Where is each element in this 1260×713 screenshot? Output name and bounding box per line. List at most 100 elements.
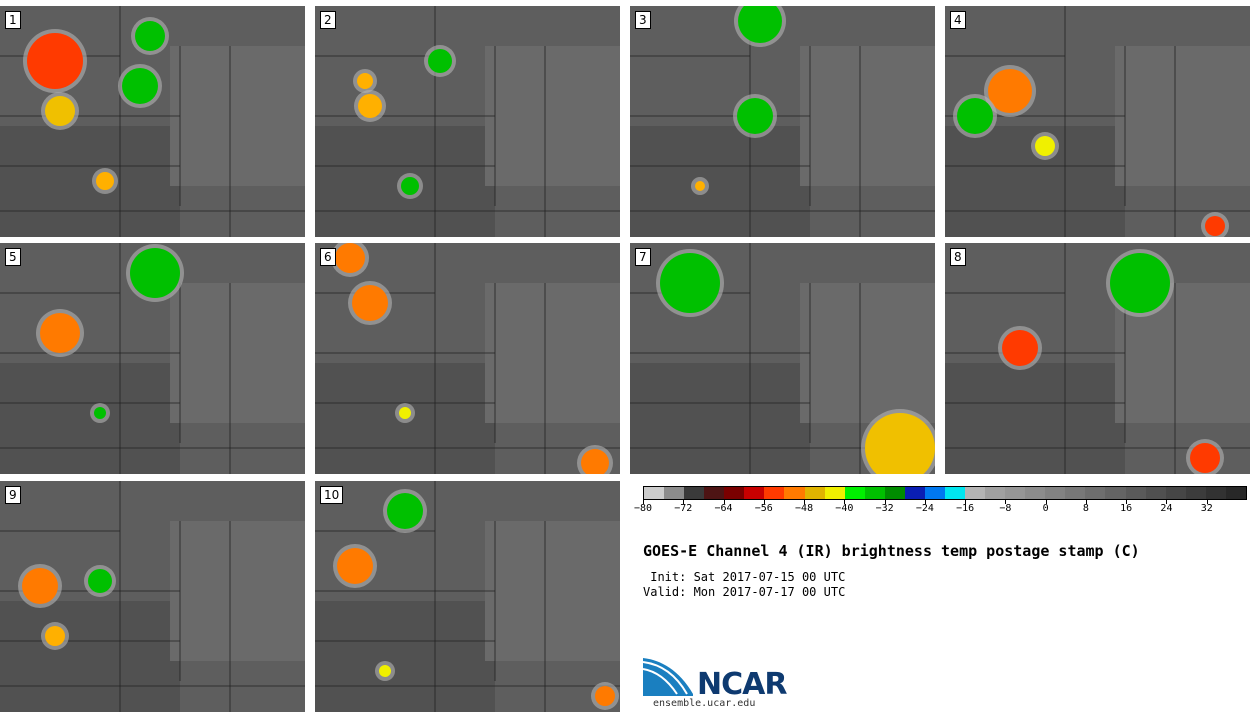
colorbar-swatch: [764, 487, 785, 499]
colorbar-tick-label: 8: [1082, 503, 1089, 514]
storm-cloud: [45, 626, 65, 646]
colorbar-swatch: [1025, 487, 1046, 499]
storm-cloud: [660, 253, 720, 313]
colorbar-tick-label: −72: [674, 503, 693, 514]
panel-number: 10: [320, 486, 344, 504]
storm-cloud: [957, 98, 993, 134]
map-image: [0, 481, 305, 712]
dark-land-region: [0, 363, 180, 474]
colorbar-tick: [763, 500, 765, 504]
colorbar-swatch: [1185, 487, 1206, 499]
storm-cloud: [352, 285, 388, 321]
init-time: Init: Sat 2017-07-15 00 UTC: [643, 570, 846, 584]
storm-cloud: [358, 94, 382, 118]
colorbar-swatch: [704, 487, 725, 499]
storm-cloud: [695, 181, 705, 191]
colorbar-swatch: [924, 487, 945, 499]
storm-cloud: [94, 407, 106, 419]
map-image: [630, 6, 935, 237]
colorbar-tick-label: −16: [956, 503, 975, 514]
colorbar-tick: [965, 500, 967, 504]
panel-number: 7: [635, 248, 651, 266]
storm-cloud: [428, 49, 452, 73]
lake-region: [1115, 46, 1250, 186]
colorbar-swatch: [1165, 487, 1186, 499]
colorbar-tick-label: −24: [915, 503, 934, 514]
forecast-panel-3: 3: [630, 6, 935, 237]
temperature-colorbar: [643, 486, 1247, 500]
colorbar-swatch: [944, 487, 965, 499]
panel-number: 9: [5, 486, 21, 504]
panel-number: 2: [320, 11, 336, 29]
colorbar-swatch: [864, 487, 885, 499]
storm-cloud: [40, 313, 80, 353]
map-image: [630, 243, 935, 474]
forecast-panel-1: 1: [0, 6, 305, 237]
colorbar-tick: [1126, 500, 1128, 504]
colorbar-tick: [643, 500, 644, 504]
forecast-panel-8: 8: [945, 243, 1250, 474]
colorbar-tick: [1206, 500, 1208, 504]
lake-region: [485, 46, 620, 186]
dark-land-region: [630, 126, 810, 237]
colorbar-tick-label: −80: [633, 503, 653, 514]
lake-region: [170, 46, 305, 186]
colorbar-swatch: [664, 487, 685, 499]
colorbar-swatch: [644, 487, 665, 499]
colorbar-tick-label: −32: [875, 503, 894, 514]
storm-cloud: [130, 248, 180, 298]
lake-region: [800, 283, 935, 423]
colorbar-tick-label: −40: [835, 503, 854, 514]
colorbar-tick: [884, 500, 886, 504]
panel-number: 4: [950, 11, 966, 29]
colorbar-tick: [804, 500, 806, 504]
storm-cloud: [357, 73, 373, 89]
map-image: [315, 6, 620, 237]
colorbar-swatch: [1205, 487, 1226, 499]
panel-number: 3: [635, 11, 651, 29]
colorbar-ticks: −80 −72 −64 −56 −48 −40 −32 −24 −16 −8 0 8 16 24 32: [634, 500, 1247, 520]
map-image: [945, 6, 1250, 237]
storm-cloud: [738, 6, 782, 43]
map-image: [315, 243, 620, 474]
colorbar-swatch: [744, 487, 765, 499]
forecast-panel-5: 5: [0, 243, 305, 474]
storm-cloud: [595, 686, 615, 706]
storm-cloud: [135, 21, 165, 51]
colorbar-tick-label: −56: [754, 503, 773, 514]
colorbar-tick-label: 16: [1120, 503, 1133, 514]
colorbar-swatch: [884, 487, 905, 499]
map-image: [945, 243, 1250, 474]
forecast-panel-6: 6: [315, 243, 620, 474]
storm-cloud: [387, 493, 423, 529]
lake-region: [485, 283, 620, 423]
panel-number: 1: [5, 11, 21, 29]
colorbar-tick: [1085, 500, 1087, 504]
storm-cloud: [379, 665, 391, 677]
storm-cloud: [88, 569, 112, 593]
forecast-panel-4: 4: [945, 6, 1250, 237]
lake-region: [170, 283, 305, 423]
ncar-logo-icon: [643, 658, 693, 696]
dark-land-region: [630, 363, 810, 474]
storm-cloud: [865, 413, 935, 474]
colorbar-swatch: [1125, 487, 1146, 499]
colorbar-swatch: [1045, 487, 1066, 499]
colorbar-tick: [723, 500, 725, 504]
storm-cloud: [27, 33, 83, 89]
colorbar-swatch: [844, 487, 865, 499]
forecast-panel-9: 9: [0, 481, 305, 712]
colorbar-tick-label: 24: [1160, 503, 1173, 514]
storm-cloud: [1110, 253, 1170, 313]
dark-land-region: [0, 601, 180, 712]
colorbar-tick-label: −64: [714, 503, 733, 514]
colorbar-tick-label: 0: [1042, 503, 1049, 514]
colorbar-swatch: [904, 487, 925, 499]
lake-region: [485, 521, 620, 661]
colorbar-swatch: [824, 487, 845, 499]
figure-title: GOES-E Channel 4 (IR) brightness temp po…: [643, 542, 1140, 560]
storm-cloud: [1190, 443, 1220, 473]
colorbar-swatch: [1145, 487, 1166, 499]
storm-cloud: [988, 69, 1032, 113]
ncar-logo-text: NCAR: [697, 667, 787, 702]
